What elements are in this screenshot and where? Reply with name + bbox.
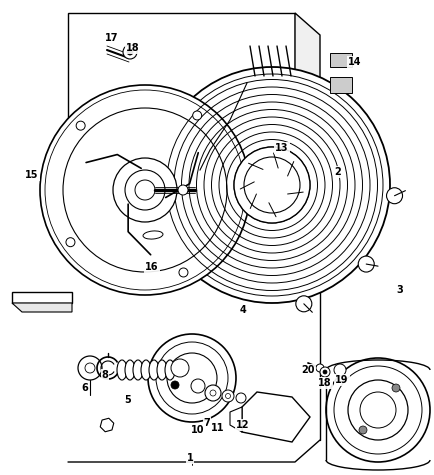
Circle shape [78, 356, 102, 380]
Circle shape [171, 381, 179, 389]
Text: 10: 10 [191, 425, 205, 435]
Text: 1: 1 [187, 453, 194, 463]
Circle shape [392, 384, 400, 392]
Text: 12: 12 [236, 420, 250, 430]
Text: 17: 17 [105, 33, 119, 43]
Circle shape [222, 390, 234, 402]
Circle shape [76, 121, 85, 130]
Circle shape [179, 268, 188, 277]
Circle shape [348, 380, 408, 440]
Text: 7: 7 [204, 418, 210, 428]
Circle shape [40, 85, 250, 295]
Polygon shape [100, 418, 114, 432]
Ellipse shape [149, 360, 159, 380]
Circle shape [154, 67, 390, 303]
Circle shape [113, 158, 177, 222]
Circle shape [320, 367, 330, 377]
Circle shape [193, 111, 202, 120]
Text: 4: 4 [240, 305, 247, 315]
Text: 18: 18 [318, 378, 332, 388]
Polygon shape [68, 13, 295, 207]
Circle shape [161, 74, 383, 296]
Circle shape [326, 358, 430, 462]
Text: 3: 3 [397, 285, 403, 295]
Text: 15: 15 [25, 170, 39, 180]
Polygon shape [230, 407, 242, 432]
Circle shape [316, 364, 324, 372]
Circle shape [135, 180, 155, 200]
Text: 13: 13 [275, 143, 289, 153]
Circle shape [334, 366, 422, 454]
Circle shape [334, 364, 346, 376]
Ellipse shape [143, 231, 163, 239]
Polygon shape [242, 392, 310, 442]
Polygon shape [12, 292, 72, 303]
Circle shape [226, 393, 230, 399]
Ellipse shape [117, 360, 127, 380]
Circle shape [296, 296, 312, 312]
Polygon shape [12, 303, 72, 312]
Text: 18: 18 [126, 43, 140, 53]
Ellipse shape [165, 360, 175, 380]
Circle shape [358, 256, 374, 272]
Text: 16: 16 [145, 262, 159, 272]
Circle shape [148, 334, 236, 422]
Circle shape [171, 359, 189, 377]
Circle shape [178, 185, 188, 195]
Circle shape [167, 353, 217, 403]
Ellipse shape [133, 360, 143, 380]
Circle shape [244, 157, 300, 213]
Polygon shape [330, 77, 352, 93]
Circle shape [360, 392, 396, 428]
Text: 8: 8 [102, 370, 108, 380]
Circle shape [234, 147, 310, 223]
Polygon shape [68, 207, 320, 229]
Circle shape [156, 342, 228, 414]
Text: 19: 19 [335, 375, 349, 385]
Text: 2: 2 [335, 167, 342, 177]
Ellipse shape [157, 360, 167, 380]
Circle shape [85, 363, 95, 373]
Circle shape [66, 238, 75, 247]
Text: 6: 6 [82, 383, 89, 393]
Text: 5: 5 [125, 395, 132, 405]
Circle shape [127, 49, 133, 55]
Circle shape [125, 170, 165, 210]
Circle shape [359, 426, 367, 434]
Polygon shape [295, 13, 320, 229]
Circle shape [236, 393, 246, 403]
Text: 11: 11 [211, 423, 225, 433]
Circle shape [387, 188, 402, 204]
Text: 14: 14 [348, 57, 362, 67]
Circle shape [323, 370, 327, 374]
Circle shape [123, 45, 137, 59]
Polygon shape [330, 53, 352, 67]
Circle shape [205, 385, 221, 401]
Text: 20: 20 [301, 365, 315, 375]
Ellipse shape [141, 360, 151, 380]
Circle shape [191, 379, 205, 393]
Ellipse shape [125, 360, 135, 380]
Circle shape [210, 390, 216, 396]
